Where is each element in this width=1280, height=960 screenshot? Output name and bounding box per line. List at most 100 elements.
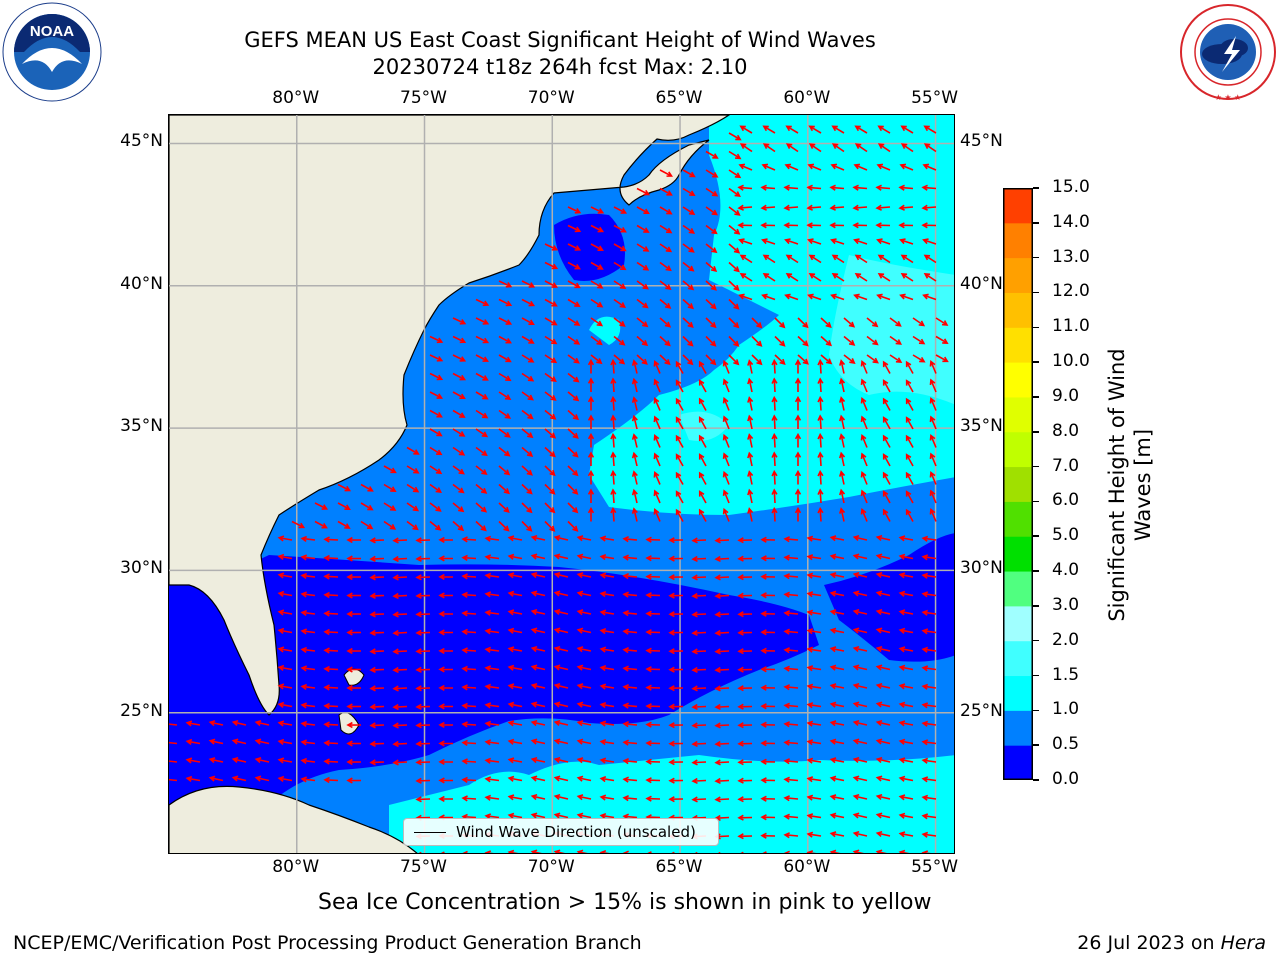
wind-arrow-icon xyxy=(521,465,533,476)
wind-arrow-icon xyxy=(853,163,868,171)
wind-arrow-icon xyxy=(475,317,490,325)
wind-arrow-icon xyxy=(622,665,638,672)
wind-arrow-icon xyxy=(830,163,845,171)
wind-arrow-icon xyxy=(461,739,477,746)
wind-arrow-icon xyxy=(323,776,339,784)
wind-arrow-icon xyxy=(507,683,523,690)
wind-arrow-icon xyxy=(659,335,671,347)
wind-arrow-icon xyxy=(829,627,845,634)
wind-arrow-icon xyxy=(921,591,937,598)
wind-arrow-icon xyxy=(882,490,891,504)
wind-arrow-icon xyxy=(668,777,684,784)
wind-arrow-icon xyxy=(507,627,523,634)
wave-height-map xyxy=(168,114,955,854)
wind-arrow-icon xyxy=(899,293,914,301)
wind-arrow-icon xyxy=(722,489,730,504)
wind-arrow-icon xyxy=(484,739,500,746)
cuba-land xyxy=(169,785,418,853)
wind-arrow-icon xyxy=(369,666,385,673)
colorbar-tick-label: 13.0 xyxy=(1052,246,1090,267)
wind-arrow-icon xyxy=(737,574,753,581)
wind-arrow-icon xyxy=(323,758,339,765)
wind-arrow-icon xyxy=(254,720,270,727)
colorbar-segment xyxy=(1003,501,1033,537)
wind-arrow-icon xyxy=(530,720,546,727)
wind-arrow-icon xyxy=(429,502,442,512)
wind-arrow-icon xyxy=(806,184,822,191)
wind-arrow-icon xyxy=(438,666,454,673)
wind-arrow-icon xyxy=(705,335,717,347)
wind-arrow-icon xyxy=(806,720,822,727)
wind-arrow-icon xyxy=(806,794,822,801)
axis-tick-label: 35°N xyxy=(960,416,1003,437)
wind-arrow-icon xyxy=(877,125,891,134)
wind-arrow-icon xyxy=(794,451,802,467)
colorbar-tick-mark xyxy=(1033,570,1039,572)
wind-arrow-icon xyxy=(722,396,730,411)
wind-arrow-icon xyxy=(567,502,579,514)
wind-arrow-icon xyxy=(553,534,569,542)
wind-arrow-icon xyxy=(406,520,419,531)
wind-arrow-icon xyxy=(737,740,753,747)
wind-arrow-icon xyxy=(498,391,512,400)
wind-arrow-icon xyxy=(622,739,638,746)
wind-arrow-icon xyxy=(860,489,868,504)
wind-arrow-icon xyxy=(576,664,592,671)
wind-arrow-icon xyxy=(653,434,661,448)
colorbar-tick-mark xyxy=(1033,222,1039,224)
wind-arrow-icon xyxy=(346,666,362,673)
wind-arrow-icon xyxy=(415,648,431,655)
wind-arrow-icon xyxy=(369,592,385,599)
axis-tick-label: 55°W xyxy=(911,88,959,108)
wind-arrow-icon xyxy=(323,647,339,654)
wind-arrow-icon xyxy=(806,776,822,783)
wind-arrow-icon xyxy=(438,703,454,710)
wind-arrow-icon xyxy=(415,685,431,692)
wind-arrow-icon xyxy=(323,536,339,543)
wind-arrow-icon xyxy=(900,143,914,153)
wind-arrow-icon xyxy=(875,812,891,819)
wind-arrow-icon xyxy=(323,702,339,710)
wind-arrow-icon xyxy=(323,665,339,673)
wind-arrow-icon xyxy=(921,665,937,672)
wind-arrow-icon xyxy=(645,573,661,580)
wind-arrow-icon xyxy=(438,795,454,803)
wind-arrow-icon xyxy=(760,666,776,673)
wind-arrow-icon xyxy=(610,358,617,374)
wind-arrow-icon xyxy=(668,685,684,692)
wind-arrow-icon xyxy=(875,738,891,745)
wind-arrow-icon xyxy=(300,739,316,746)
wind-arrow-icon xyxy=(613,335,626,346)
colorbar-tick-label: 1.0 xyxy=(1052,699,1080,720)
wind-arrow-icon xyxy=(438,536,454,544)
wind-arrow-icon xyxy=(631,359,638,374)
wind-arrow-icon xyxy=(553,608,569,616)
wind-arrow-icon xyxy=(300,554,316,561)
wind-arrow-icon xyxy=(797,354,809,365)
wind-arrow-icon xyxy=(829,738,845,745)
sea-ice-note: Sea Ice Concentration > 15% is shown in … xyxy=(318,890,932,915)
wind-arrow-icon xyxy=(208,757,224,764)
wind-arrow-icon xyxy=(921,831,937,838)
wind-arrow-icon xyxy=(429,335,444,344)
wind-arrow-icon xyxy=(737,685,753,692)
wind-arrow-icon xyxy=(452,428,466,437)
wind-arrow-icon xyxy=(806,850,817,853)
wind-arrow-icon xyxy=(530,627,546,634)
wind-arrow-icon xyxy=(544,243,559,251)
wind-arrow-icon xyxy=(392,703,408,711)
wind-arrow-icon xyxy=(498,502,510,513)
wind-arrow-icon xyxy=(659,169,673,177)
wind-arrow-icon xyxy=(185,720,201,727)
wind-arrow-icon xyxy=(806,204,822,211)
wind-arrow-icon xyxy=(659,354,671,366)
wind-arrow-icon xyxy=(346,629,362,636)
axis-tick-label: 25°N xyxy=(120,700,163,721)
wind-arrow-icon xyxy=(636,298,649,309)
wind-arrow-icon xyxy=(452,520,465,532)
wind-arrow-icon xyxy=(590,206,605,214)
wind-arrow-icon xyxy=(507,757,523,764)
wind-arrow-icon xyxy=(852,222,868,229)
wind-arrow-icon xyxy=(567,372,580,383)
wind-arrow-icon xyxy=(922,238,937,245)
